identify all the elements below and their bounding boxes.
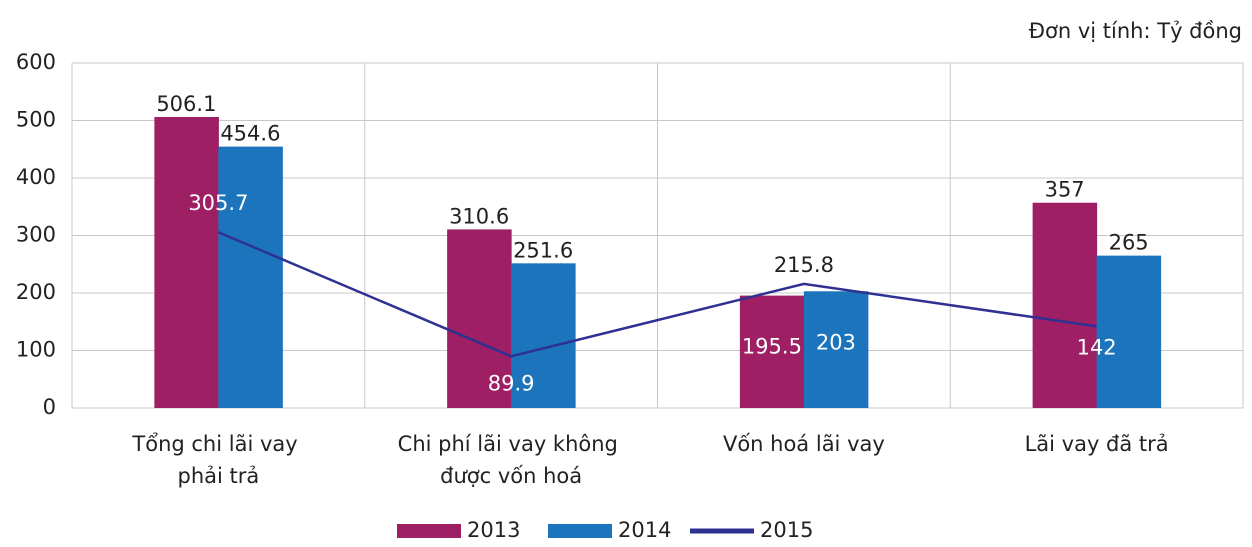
bar — [1032, 202, 1098, 408]
data-label: 215.8 — [774, 253, 834, 277]
legend-label: 2015 — [760, 518, 813, 542]
y-tick-label: 600 — [16, 50, 56, 74]
x-tick-label: Vốn hoá lãi vay — [723, 432, 885, 456]
x-tick-label: Tổng chi lãi vay phải trả — [131, 432, 304, 488]
x-tick-label: Lãi vay đã trả — [1025, 432, 1169, 456]
x-tick-line: được vốn hoá — [440, 464, 582, 488]
x-tick-line: Chi phí lãi vay không — [398, 432, 625, 456]
bar — [739, 295, 805, 408]
x-tick-line: Tổng chi lãi vay — [131, 432, 304, 456]
data-label: 454.6 — [220, 122, 280, 146]
data-label: 195.5 — [742, 335, 802, 359]
bar — [803, 291, 869, 408]
y-tick-label: 300 — [16, 223, 56, 247]
data-label: 251.6 — [513, 238, 573, 262]
legend-swatch — [548, 524, 612, 538]
y-tick-label: 500 — [16, 108, 56, 132]
bar — [1096, 255, 1162, 408]
bar — [447, 229, 512, 408]
data-label: 305.7 — [188, 191, 248, 215]
data-label: 506.1 — [156, 92, 216, 116]
legend-label: 2013 — [467, 518, 520, 542]
bar — [154, 116, 219, 409]
data-label: 142 — [1077, 335, 1117, 359]
bar — [218, 146, 283, 409]
data-label: 310.6 — [449, 204, 509, 228]
y-tick-label: 200 — [16, 280, 56, 304]
legend-swatch — [397, 524, 461, 538]
data-label: 203 — [816, 330, 856, 354]
x-tick-label: Chi phí lãi vay không được vốn hoá — [398, 432, 625, 488]
data-label: 89.9 — [488, 371, 535, 395]
x-tick-line: phải trả — [177, 464, 259, 488]
data-label: 265 — [1109, 231, 1149, 255]
line-series — [217, 231, 1097, 358]
bar — [511, 263, 576, 408]
y-tick-label: 100 — [16, 338, 56, 362]
y-tick-label: 400 — [16, 165, 56, 189]
y-tick-label: 0 — [43, 395, 56, 419]
unit-note: Đơn vị tính: Tỷ đồng — [1029, 19, 1242, 43]
legend-label: 2014 — [618, 518, 671, 542]
data-label: 357 — [1045, 178, 1085, 202]
